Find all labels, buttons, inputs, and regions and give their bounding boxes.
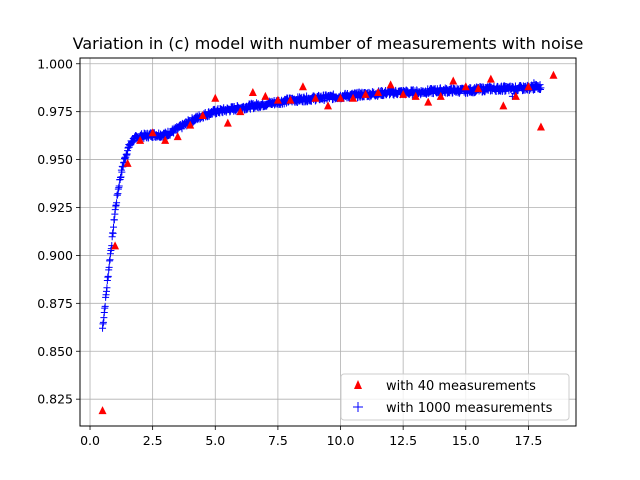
y-tick-label: 0.925 [37, 200, 73, 215]
data-point-triangle [374, 88, 383, 96]
legend-label-1000: with 1000 measurements [386, 401, 553, 416]
data-point-triangle [424, 97, 433, 106]
legend-plus-marker [353, 402, 363, 412]
data-point-triangle [311, 93, 320, 102]
data-point-plus [101, 302, 109, 310]
data-point-triangle [499, 101, 508, 110]
y-tick-label: 1.000 [37, 56, 73, 71]
grid [80, 58, 576, 426]
y-tick-label: 0.825 [37, 392, 73, 407]
data-point-plus [109, 229, 117, 237]
data-point-plus [113, 199, 121, 207]
data-point-triangle [524, 82, 533, 91]
data-point-triangle [186, 120, 195, 129]
data-point-triangle [474, 84, 483, 93]
data-point-triangle [98, 406, 107, 415]
y-tick-label: 0.875 [37, 296, 73, 311]
data-point-triangle [436, 91, 445, 100]
data-point-triangle [273, 95, 282, 104]
x-tick-label: 7.5 [268, 433, 288, 448]
data-point-triangle [261, 91, 270, 100]
data-point-triangle [123, 158, 132, 167]
data-point-plus [115, 182, 123, 190]
x-tick-label: 2.5 [143, 433, 163, 448]
x-axis: 0.0 2.5 5.0 7.5 10.0 12.5 15.0 17.5 [80, 426, 542, 448]
chart-title: Variation in (c) model with number of me… [73, 34, 584, 53]
x-tick-label: 10.0 [327, 433, 355, 448]
x-tick-label: 0.0 [80, 433, 100, 448]
data-point-triangle [449, 76, 458, 85]
data-point-triangle [223, 118, 232, 127]
series-1000-measurements [99, 79, 545, 332]
data-point-triangle [399, 89, 408, 98]
data-point-triangle [361, 89, 370, 98]
y-tick-label: 0.950 [37, 152, 73, 167]
plot-frame [79, 57, 577, 427]
data-point-plus [537, 84, 545, 92]
x-tick-label: 17.5 [514, 433, 542, 448]
data-point-plus [106, 256, 114, 264]
legend: with 40 measurements with 1000 measureme… [340, 373, 570, 421]
y-tick-label: 0.900 [37, 248, 73, 263]
data-point-triangle [324, 101, 332, 110]
data-point-triangle [549, 70, 558, 79]
legend-label-40: with 40 measurements [386, 379, 536, 394]
data-point-triangle [298, 82, 307, 91]
data-point-triangle [136, 135, 145, 144]
data-point-triangle [336, 93, 345, 102]
data-point-plus [110, 223, 118, 231]
data-point-triangle [486, 74, 495, 83]
data-point-triangle [461, 82, 470, 91]
data-point-triangle [248, 88, 257, 96]
data-point-triangle [236, 107, 245, 116]
data-point-plus [104, 272, 112, 280]
data-point-triangle [198, 111, 207, 119]
data-point-triangle [386, 80, 395, 89]
data-point-triangle [286, 95, 295, 104]
legend-box [340, 373, 570, 421]
x-tick-label: 15.0 [452, 433, 480, 448]
y-tick-label: 0.850 [37, 344, 73, 359]
series-40-measurements [98, 70, 558, 415]
y-tick-label: 0.975 [37, 104, 73, 119]
data-point-triangle [148, 128, 157, 137]
legend-triangle-marker [354, 380, 362, 389]
data-point-triangle [173, 132, 182, 141]
y-axis: 0.825 0.850 0.875 0.900 0.925 0.950 0.975 1.000 [37, 56, 80, 407]
data-point-triangle [349, 93, 358, 102]
data-point-triangle [536, 122, 545, 131]
data-point-triangle [211, 93, 220, 102]
x-tick-label: 5.0 [205, 433, 225, 448]
x-tick-label: 12.5 [389, 433, 417, 448]
data-point-triangle [411, 91, 420, 100]
data-point-plus [117, 173, 125, 181]
data-point-triangle [511, 91, 520, 100]
data-point-plus [105, 263, 113, 271]
data-point-triangle [111, 241, 120, 250]
data-point-plus [103, 284, 111, 292]
data-point-triangle [161, 135, 170, 144]
